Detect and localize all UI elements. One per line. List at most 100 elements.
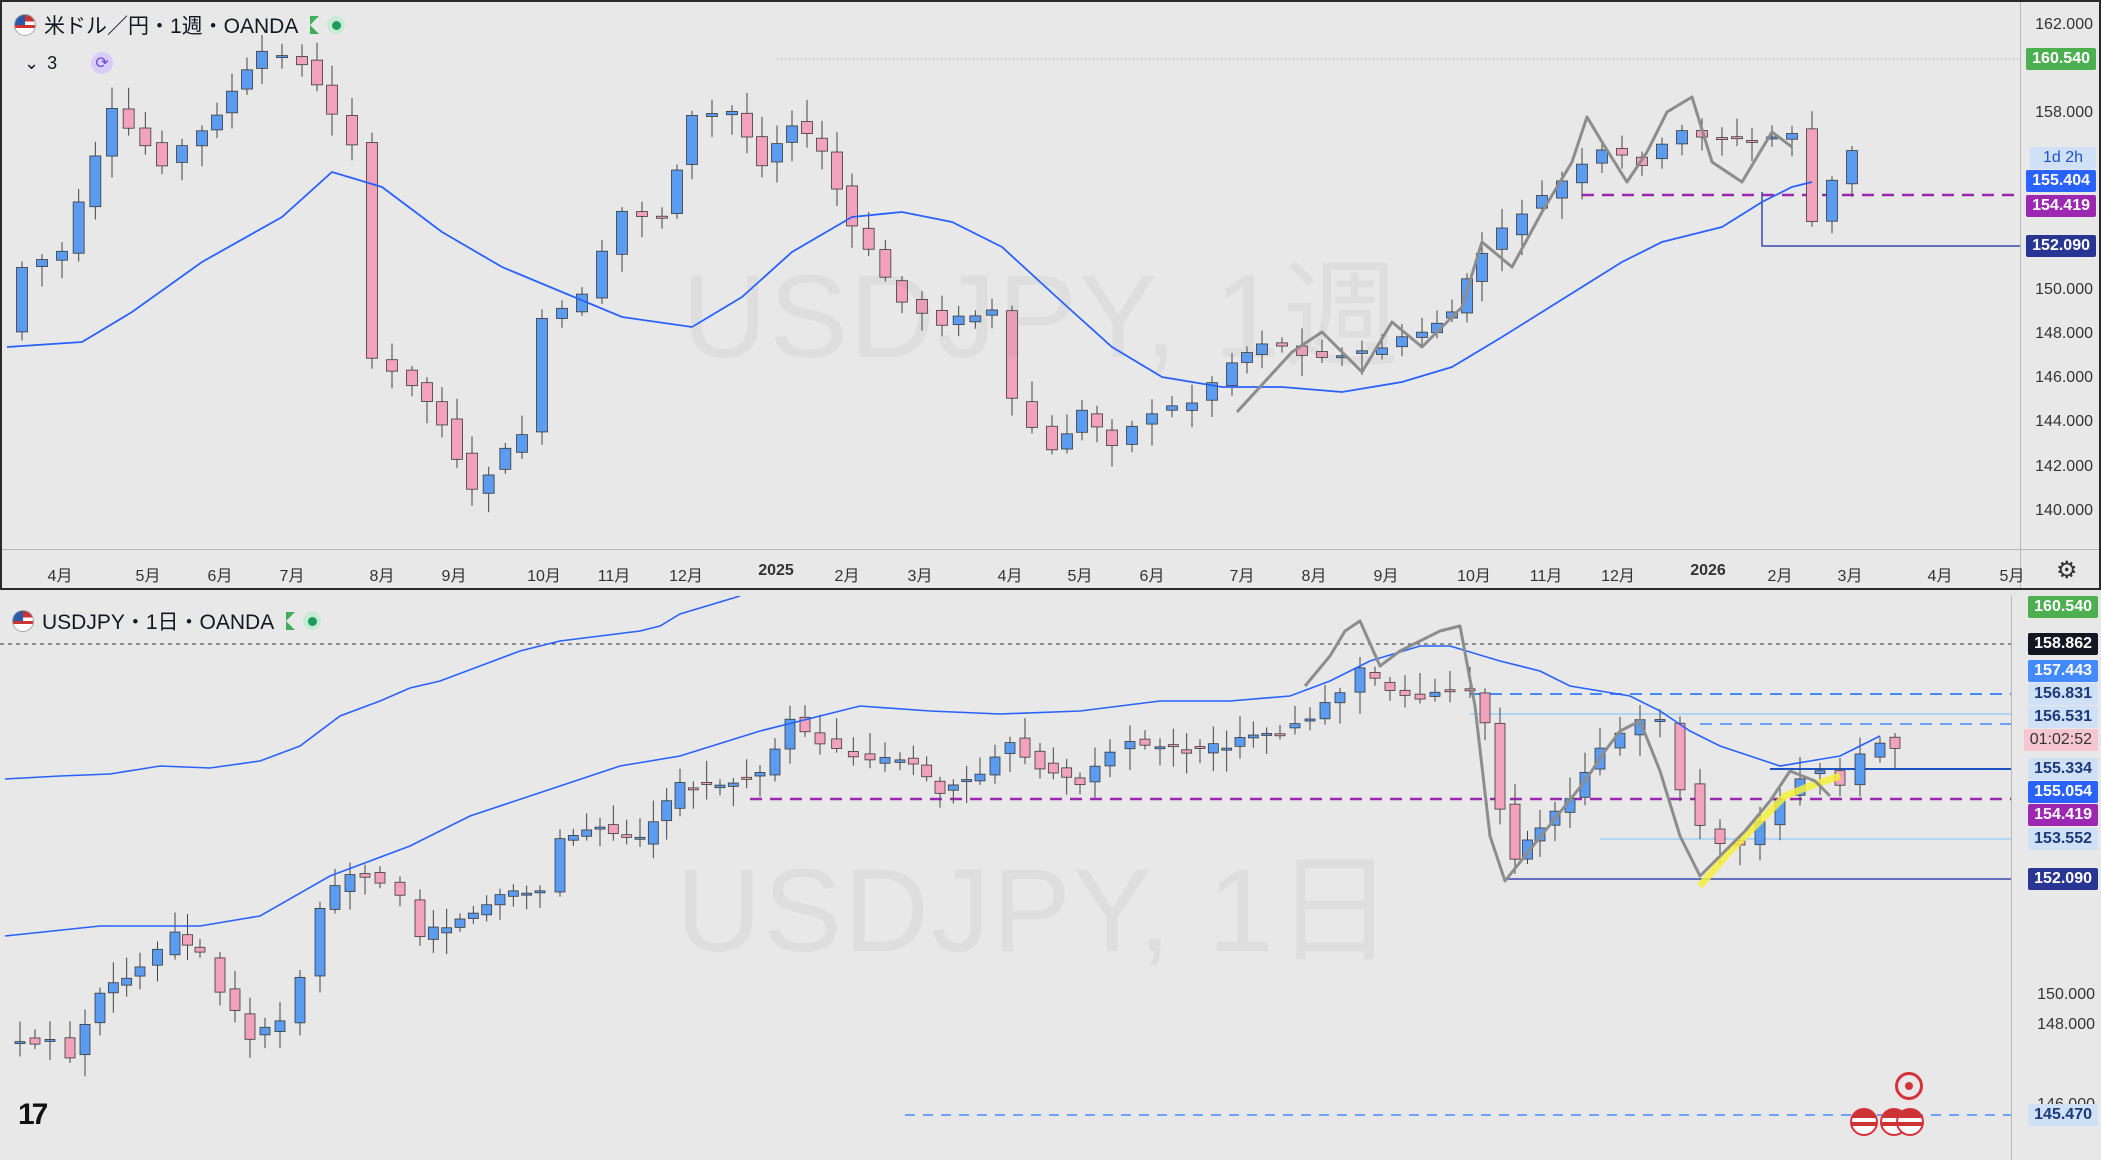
candle-body (139, 127, 152, 147)
time-tick: 5月 (135, 568, 161, 585)
time-tick: 12月 (669, 568, 703, 585)
daily-chart-pane[interactable]: USDJPY, 1日 USDJPY・1日・OANDA 150.000 148.0… (0, 596, 2101, 1160)
time-tick: 9月 (441, 568, 467, 585)
market-flag-icon (310, 16, 320, 34)
candle-body (169, 931, 181, 956)
candle-body (1006, 310, 1018, 399)
candle-body (521, 892, 533, 896)
level-label: 155.334 (2028, 758, 2098, 780)
weekly-chart-pane[interactable]: USDJPY, 1週 米ドル／円・1週・OANDA ⌄ 3 ⟳ 162.000 … (0, 0, 2101, 590)
candle-body (156, 142, 168, 167)
candle-body (769, 748, 781, 776)
candle-body (406, 369, 418, 387)
candle-body (754, 772, 766, 777)
candle-body (1106, 429, 1118, 446)
candle-body (786, 125, 798, 143)
candle-body (1656, 143, 1668, 160)
candle-body (714, 784, 726, 789)
indicator-toggle[interactable]: ⌄ 3 ⟳ (24, 52, 114, 74)
candle-body (1034, 750, 1046, 770)
candle-body (1089, 765, 1101, 783)
low-level-label: 152.090 (2028, 868, 2098, 890)
candle-body (296, 56, 308, 66)
candle-body (596, 250, 608, 299)
price-axis-divider (2020, 2, 2021, 588)
time-tick: 7月 (279, 568, 305, 585)
daily-chart-canvas[interactable] (0, 596, 2101, 1160)
sync-icon[interactable]: ⟳ (91, 52, 114, 74)
chevron-down-icon[interactable]: ⌄ (24, 52, 40, 73)
bar-countdown-label: 1d 2h (2030, 147, 2096, 169)
legend-title[interactable]: 米ドル／円・1週・OANDA (44, 15, 299, 38)
candle-body (1806, 128, 1818, 223)
candle-body (799, 716, 811, 733)
candle-body (1444, 689, 1456, 693)
candle-body (894, 759, 906, 763)
candle-body (671, 169, 683, 215)
candle-body (36, 259, 48, 267)
candle-body (674, 782, 686, 809)
weekly-chart-canvas[interactable] (2, 2, 2101, 590)
candle-body (79, 1023, 91, 1056)
candle-body (414, 899, 426, 938)
candle-body (974, 773, 986, 782)
candle-body (1534, 827, 1546, 842)
candle-body (427, 926, 439, 940)
candle-body (1289, 723, 1301, 729)
candle-body (226, 90, 238, 114)
time-axis-divider (2, 549, 2099, 550)
candle-body (1004, 742, 1016, 754)
candle-body (1304, 718, 1316, 722)
candle-body (481, 904, 493, 916)
time-tick: 11月 (1529, 568, 1563, 585)
candle-body (256, 50, 268, 69)
time-tick: 6月 (207, 568, 233, 585)
candle-body (554, 838, 566, 893)
candle-body (1076, 409, 1088, 433)
candle-body (1509, 803, 1521, 860)
chart-legend[interactable]: 米ドル／円・1週・OANDA (14, 10, 346, 40)
candle-body (921, 764, 933, 778)
price-tick: 140.000 (2035, 502, 2093, 519)
target-icon[interactable] (1895, 1072, 1923, 1100)
us-flag-event-icon[interactable] (1850, 1108, 1878, 1136)
candle-body (1694, 783, 1706, 826)
candle-body (986, 309, 998, 316)
candle-body (1241, 352, 1253, 363)
candle-body (1369, 672, 1381, 679)
candle-body (314, 907, 326, 977)
market-open-icon (303, 612, 322, 630)
candle-body (106, 108, 118, 157)
candle-body (907, 757, 919, 765)
candle-body (634, 836, 646, 840)
price-tick: 148.000 (2035, 325, 2093, 342)
candle-body (556, 307, 568, 319)
level-label: 153.552 (2028, 828, 2098, 850)
candle-body (1316, 351, 1328, 358)
legend-title[interactable]: USDJPY・1日・OANDA (42, 611, 275, 634)
candle-body (1616, 148, 1628, 156)
candle-body (29, 1037, 41, 1045)
chart-legend[interactable]: USDJPY・1日・OANDA (12, 606, 322, 636)
candle-body (1674, 722, 1686, 791)
candle-body (1154, 746, 1166, 750)
low-level-line (1761, 192, 2020, 247)
candle-body (896, 280, 908, 303)
candle-body (1516, 213, 1528, 236)
gear-icon[interactable]: ⚙ (2056, 557, 2078, 584)
candle-body (1319, 702, 1331, 720)
candle-body (1186, 402, 1198, 411)
candle-body (1429, 691, 1441, 697)
time-tick: 3月 (1837, 568, 1863, 585)
candle-body (1274, 733, 1286, 737)
candle-body (1889, 736, 1901, 749)
candle-body (436, 401, 448, 426)
tradingview-logo-icon[interactable]: 17 (18, 1098, 48, 1131)
candle-body (1061, 767, 1073, 778)
us-flag-event-icon[interactable] (1896, 1108, 1924, 1136)
candle-body (194, 946, 206, 953)
candle-body (1181, 749, 1193, 754)
candle-body (64, 1037, 76, 1059)
price-tick: 146.000 (2035, 369, 2093, 386)
candle-body (581, 829, 593, 837)
